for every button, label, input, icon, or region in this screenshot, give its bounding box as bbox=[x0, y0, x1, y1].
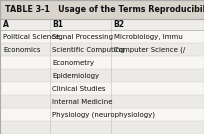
Text: Political Science: Political Science bbox=[3, 34, 60, 40]
Bar bbox=[0, 108, 204, 121]
Bar bbox=[0, 56, 204, 69]
Text: Clinical Studies: Clinical Studies bbox=[52, 86, 106, 92]
Bar bbox=[0, 43, 204, 56]
Text: Epidemiology: Epidemiology bbox=[52, 73, 100, 79]
Bar bbox=[0, 30, 204, 43]
Bar bbox=[0, 19, 204, 30]
Text: B2: B2 bbox=[114, 20, 125, 29]
Bar bbox=[0, 121, 204, 134]
Text: Internal Medicine: Internal Medicine bbox=[52, 99, 113, 105]
Text: Econometry: Econometry bbox=[52, 60, 94, 66]
Text: B1: B1 bbox=[52, 20, 63, 29]
Text: A: A bbox=[3, 20, 9, 29]
Text: TABLE 3-1   Usage of the Terms Reproducibility and Replica: TABLE 3-1 Usage of the Terms Reproducibi… bbox=[5, 5, 204, 14]
Text: Economics: Economics bbox=[3, 47, 41, 53]
Text: Microbiology, Immu: Microbiology, Immu bbox=[114, 34, 182, 40]
Bar bbox=[0, 95, 204, 108]
Text: Computer Science (/: Computer Science (/ bbox=[114, 47, 185, 53]
Text: Scientific Computing: Scientific Computing bbox=[52, 47, 125, 53]
Bar bbox=[0, 0, 204, 19]
Text: Signal Processing: Signal Processing bbox=[52, 34, 113, 40]
Text: Physiology (neurophysiology): Physiology (neurophysiology) bbox=[52, 111, 155, 118]
Bar bbox=[0, 69, 204, 82]
Bar bbox=[0, 82, 204, 95]
Bar bbox=[0, 19, 204, 134]
